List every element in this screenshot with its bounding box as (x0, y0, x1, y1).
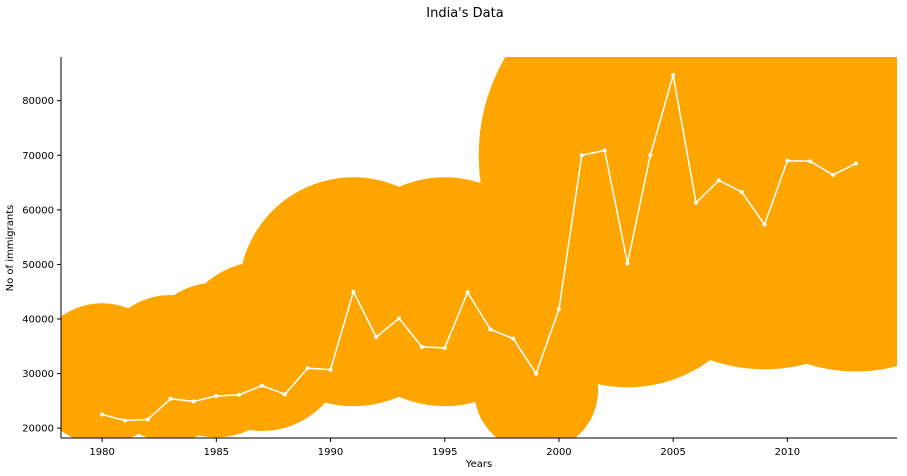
y-ticks: 20000 30000 40000 50000 60000 70000 80000 (22, 96, 61, 435)
data-point-1987 (260, 383, 265, 388)
data-point-2010 (785, 158, 790, 163)
data-point-2008 (739, 189, 744, 194)
y-tick-label: 50000 (22, 260, 54, 271)
y-axis-label: No of immigrants (5, 205, 16, 292)
x-ticks: 1980 1985 1990 1995 2000 2005 2010 (89, 438, 800, 458)
data-point-2003 (625, 261, 630, 266)
bubble-layer (61, 57, 897, 438)
x-tick-label: 1995 (432, 447, 457, 458)
data-point-1998 (511, 336, 516, 341)
data-point-2000 (556, 307, 561, 312)
data-point-1993 (397, 316, 402, 321)
x-tick-label: 2000 (546, 447, 571, 458)
data-point-2005 (671, 73, 676, 78)
data-point-1999 (534, 371, 539, 376)
chart-title: India's Data (426, 6, 503, 21)
data-point-1984 (191, 399, 196, 404)
y-tick-label: 70000 (22, 151, 54, 162)
data-point-2011 (808, 159, 813, 164)
data-point-1981 (122, 418, 127, 423)
series-line (101, 74, 857, 422)
x-axis-label: Years (465, 459, 492, 470)
data-point-2001 (579, 153, 584, 158)
x-tick-label: 1980 (89, 447, 114, 458)
data-point-1980 (100, 412, 105, 417)
data-point-1985 (214, 393, 219, 398)
y-tick-label: 40000 (22, 315, 54, 326)
data-point-1982 (145, 417, 150, 422)
data-point-1997 (488, 327, 493, 332)
data-point-1988 (282, 392, 287, 397)
data-point-1990 (328, 367, 333, 372)
data-point-1994 (419, 344, 424, 349)
data-point-1995 (442, 345, 447, 350)
data-point-1991 (351, 289, 356, 294)
data-point-2009 (762, 222, 767, 227)
y-tick-label: 20000 (22, 424, 54, 435)
data-point-2004 (648, 153, 653, 158)
data-point-1986 (237, 392, 242, 397)
data-point-2007 (716, 178, 721, 183)
x-tick-label: 1990 (318, 447, 343, 458)
x-tick-label: 1985 (204, 447, 229, 458)
y-tick-label: 30000 (22, 369, 54, 380)
data-point-1983 (168, 396, 173, 401)
data-point-1996 (465, 290, 470, 295)
data-point-2013 (853, 161, 858, 166)
data-point-1992 (374, 335, 379, 340)
bubble-2013 (694, 57, 897, 372)
series-layer (100, 73, 858, 423)
data-point-2002 (602, 148, 607, 153)
x-tick-label: 2010 (775, 447, 800, 458)
x-tick-label: 2005 (660, 447, 685, 458)
y-tick-label: 80000 (22, 96, 54, 107)
data-point-2012 (831, 172, 836, 177)
data-point-1989 (305, 366, 310, 371)
data-point-2006 (693, 200, 698, 205)
y-tick-label: 60000 (22, 205, 54, 216)
